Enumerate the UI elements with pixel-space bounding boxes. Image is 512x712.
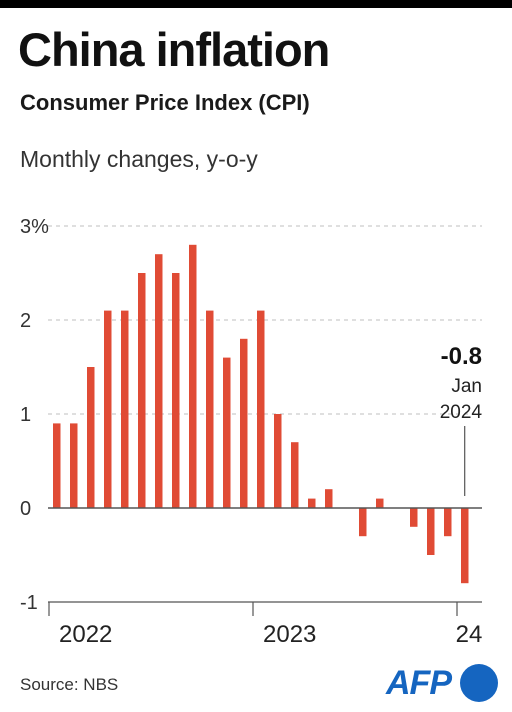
annotation-value: -0.8 xyxy=(441,343,482,370)
bar xyxy=(291,442,299,508)
y-tick-label: 0 xyxy=(20,498,31,520)
bar xyxy=(325,489,333,508)
afp-logo: AFP xyxy=(386,662,502,706)
bar xyxy=(87,367,95,508)
bar xyxy=(444,508,452,536)
bar xyxy=(376,499,384,508)
afp-logo-text: AFP xyxy=(386,664,451,703)
bar xyxy=(121,311,129,508)
bar xyxy=(70,423,78,508)
chart-subtitle: Consumer Price Index (CPI) xyxy=(20,90,310,116)
bar xyxy=(223,358,231,508)
bar xyxy=(257,311,265,508)
y-tick-label: -1 xyxy=(20,592,38,614)
bar xyxy=(308,499,316,508)
bar xyxy=(274,414,282,508)
x-tick-label: 24 xyxy=(456,621,483,648)
x-tick-label: 2022 xyxy=(59,621,112,648)
annotation-year: 2024 xyxy=(440,402,483,423)
bar xyxy=(138,273,146,508)
annotation-month: Jan xyxy=(451,376,482,397)
bar xyxy=(172,273,180,508)
chart-caption: Monthly changes, y-o-y xyxy=(20,146,258,173)
bar xyxy=(189,245,197,508)
y-tick-label: 2 xyxy=(20,310,31,332)
bar xyxy=(104,311,112,508)
source-note: Source: NBS xyxy=(20,675,118,695)
bar xyxy=(206,311,214,508)
bar xyxy=(427,508,435,555)
bar xyxy=(410,508,418,527)
bar xyxy=(240,339,248,508)
top-rule xyxy=(0,0,512,8)
bar xyxy=(461,508,469,583)
bar xyxy=(155,254,163,508)
bar xyxy=(359,508,367,536)
cpi-bar-chart: -1 0 1 2 3% 2022 2023 24 -0.8 Jan 2024 xyxy=(0,200,512,660)
afp-logo-dot xyxy=(460,664,498,702)
x-tick-label: 2023 xyxy=(263,621,316,648)
y-tick-label: 3% xyxy=(20,216,49,238)
y-tick-label: 1 xyxy=(20,404,31,426)
chart-title: China inflation xyxy=(18,22,329,77)
bar xyxy=(53,423,61,508)
